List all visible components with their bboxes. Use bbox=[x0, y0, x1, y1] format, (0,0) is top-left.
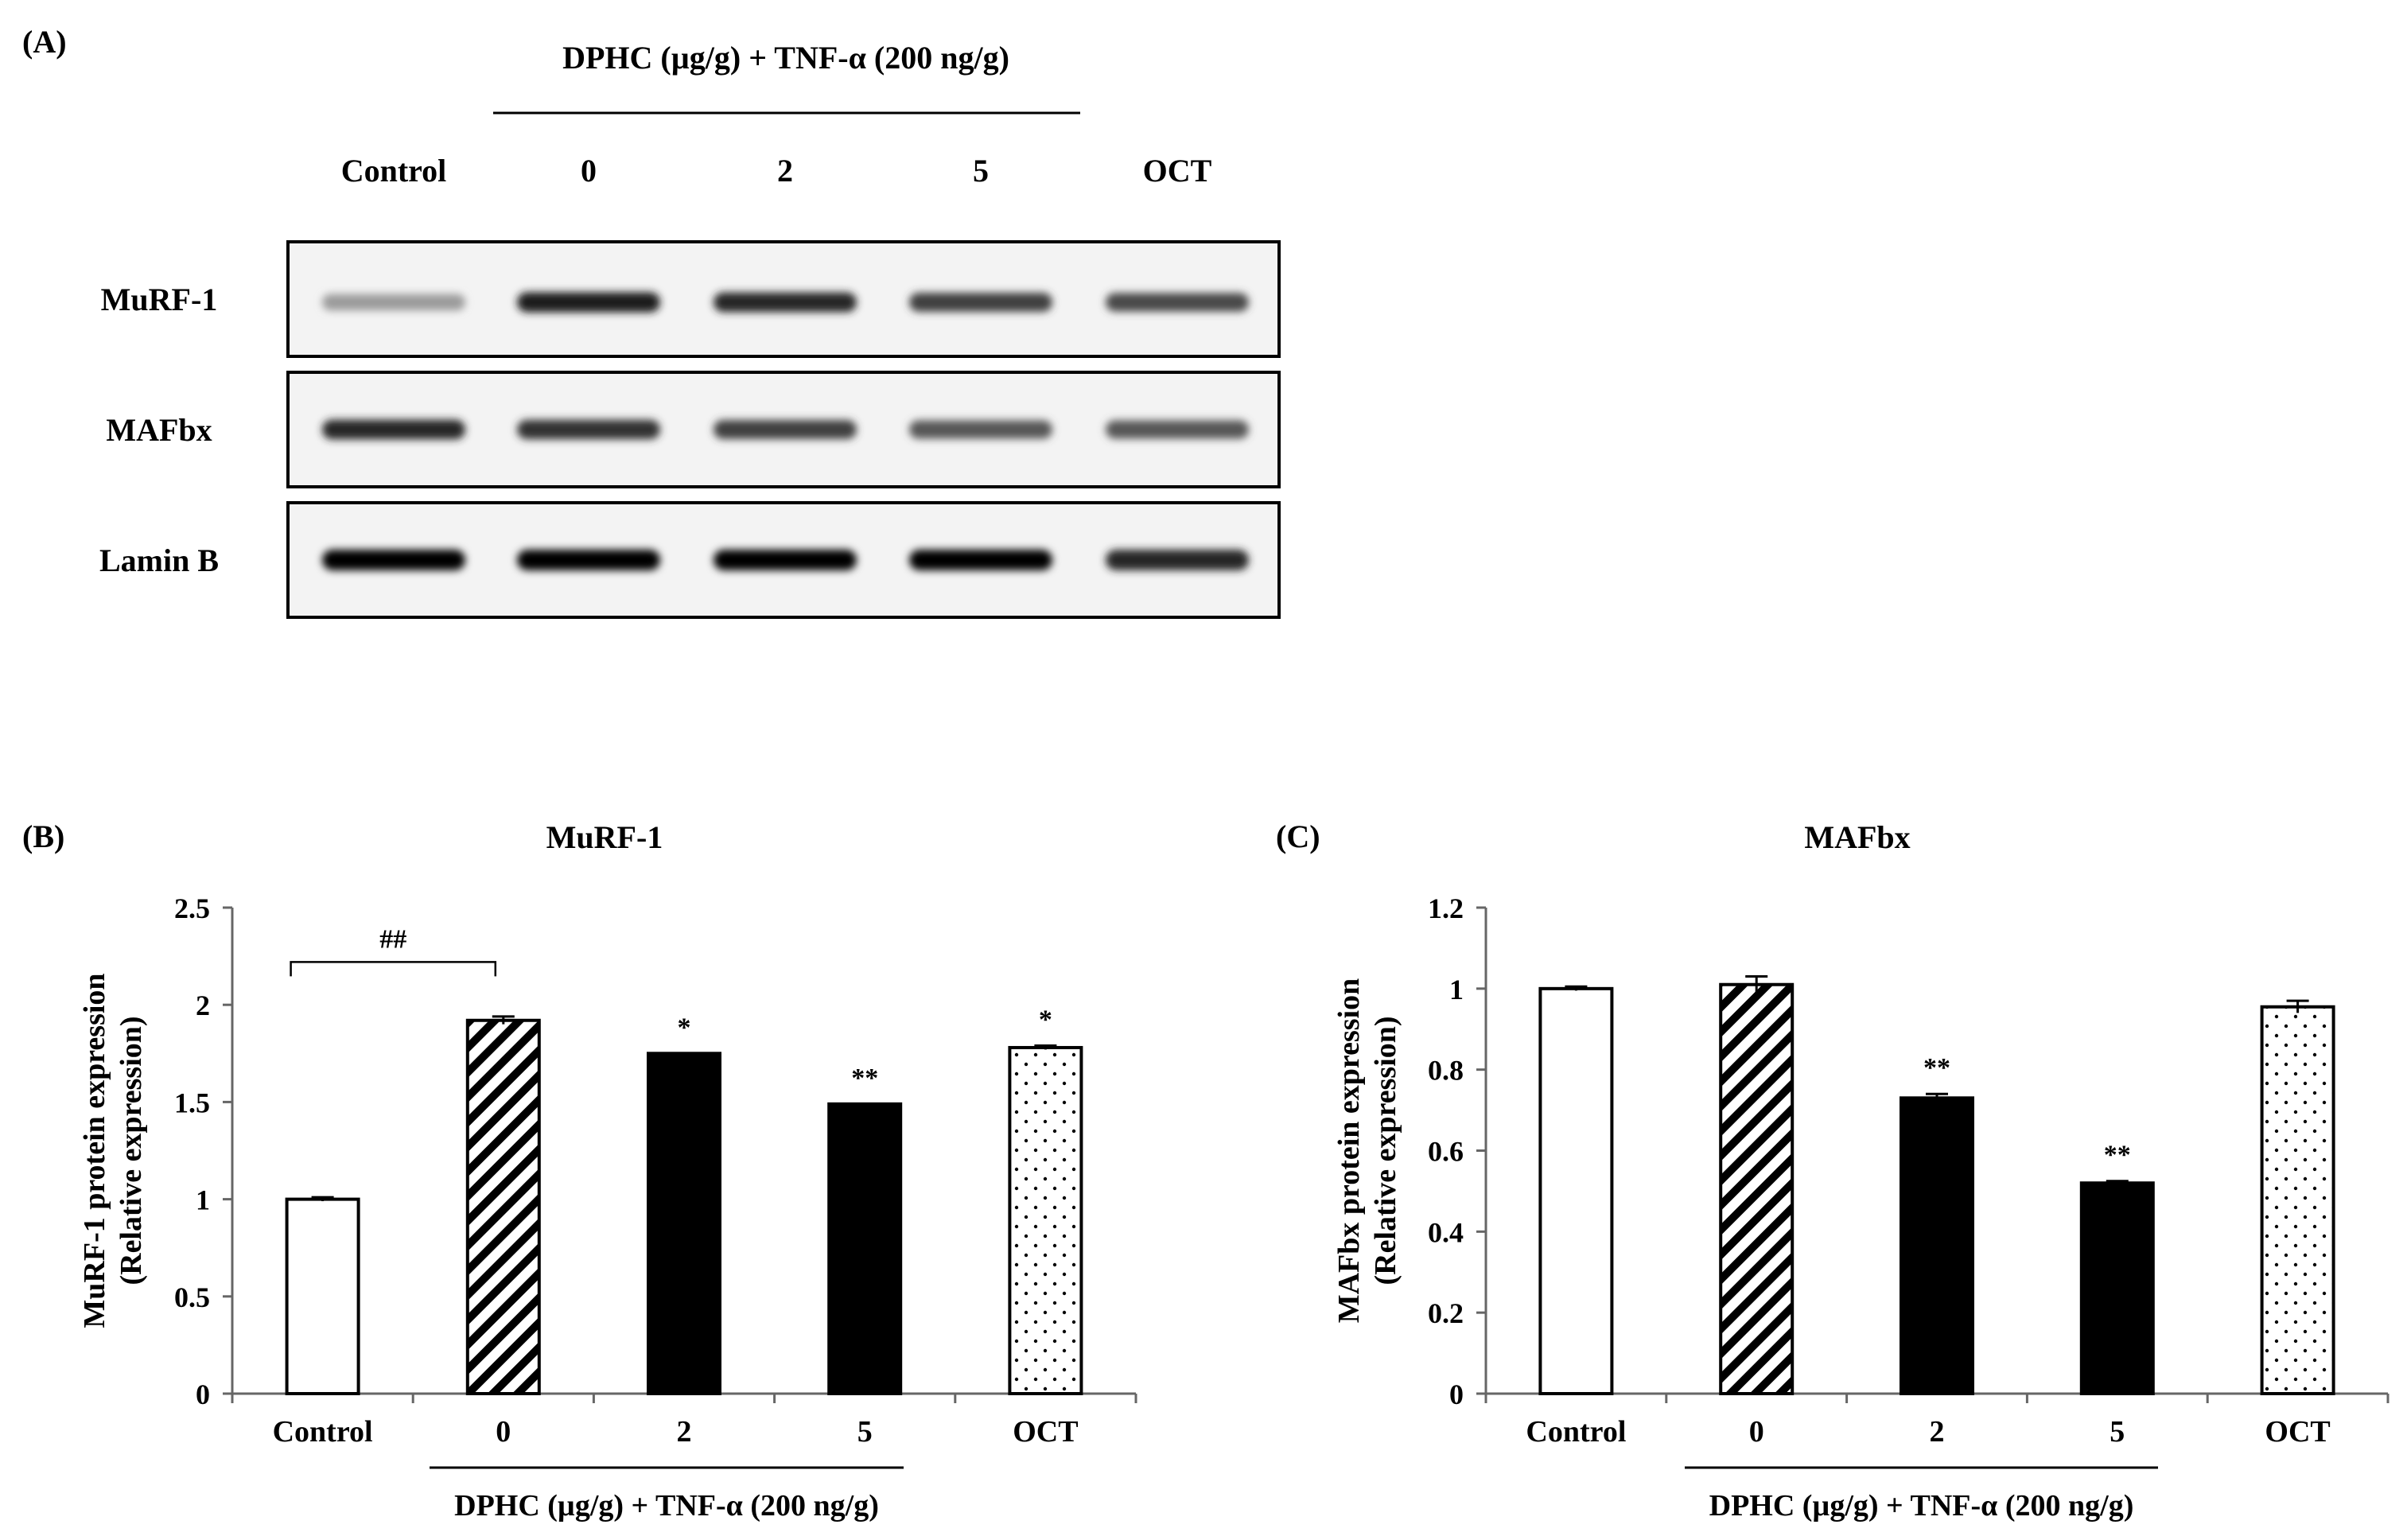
y-tick-label: 0.4 bbox=[1428, 1216, 1464, 1248]
blot-label: Lamin B bbox=[99, 542, 219, 578]
y-tick-label: 1 bbox=[196, 1184, 210, 1216]
y-axis-label-line1: MAFbx protein expression bbox=[1332, 978, 1366, 1324]
blot-row-2: Lamin B bbox=[99, 501, 1281, 619]
panel-a: (A) DPHC (µg/g) + TNF-α (200 ng/g) Contr… bbox=[22, 24, 1281, 619]
significance-mark: ** bbox=[2104, 1141, 2131, 1170]
blot-band bbox=[322, 419, 465, 440]
y-tick-label: 1.2 bbox=[1428, 892, 1464, 924]
blot-row-0: MuRF-1 bbox=[101, 240, 1281, 358]
y-tick-label: 0.5 bbox=[174, 1281, 210, 1313]
y-tick-label: 0.2 bbox=[1428, 1297, 1464, 1329]
x-tick-label: OCT bbox=[2265, 1415, 2330, 1449]
chart-0: (B) MuRF-1 MuRF-1 protein expression (Relat… bbox=[22, 819, 1137, 1522]
x-tick-label: 5 bbox=[857, 1415, 873, 1449]
bar-0 bbox=[1719, 982, 1795, 1396]
lane-label-3: 5 bbox=[973, 153, 989, 189]
bar-2 bbox=[1900, 1096, 1974, 1396]
y-tick-label: 2.5 bbox=[174, 892, 210, 924]
blot-band bbox=[909, 293, 1052, 312]
chart-title: MAFbx bbox=[1804, 819, 1910, 855]
bar-OCT bbox=[2260, 1005, 2335, 1396]
blot-label: MuRF-1 bbox=[101, 282, 218, 317]
comparison-bracket bbox=[290, 961, 497, 977]
bar-OCT bbox=[1008, 1045, 1083, 1396]
blot-band bbox=[909, 420, 1052, 439]
lane-label-1: 0 bbox=[581, 153, 597, 189]
x-axis-label: DPHC (µg/g) + TNF-α (200 ng/g) bbox=[454, 1489, 879, 1522]
bar-2 bbox=[647, 1052, 721, 1396]
blot-band bbox=[1106, 550, 1249, 570]
y-axis-label-line2: (Relative expression) bbox=[1369, 1016, 1402, 1285]
y-axis-label-line1: MuRF-1 protein expression bbox=[78, 973, 111, 1328]
x-tick-label: 2 bbox=[1930, 1415, 1945, 1449]
blot-band bbox=[1106, 420, 1249, 439]
blot-band bbox=[322, 550, 465, 570]
chart-1: (C) MAFbx MAFbx protein expression (Relativ… bbox=[1276, 819, 2390, 1522]
x-tick-label: 5 bbox=[2110, 1415, 2125, 1449]
x-tick-label: OCT bbox=[1013, 1415, 1078, 1449]
panel-a-label: (A) bbox=[22, 24, 67, 60]
significance-mark: * bbox=[678, 1013, 691, 1042]
blot-band bbox=[517, 550, 660, 570]
lane-label-2: 2 bbox=[777, 153, 793, 189]
blot-band bbox=[714, 420, 857, 439]
significance-mark: * bbox=[1039, 1005, 1052, 1035]
panel-label: (B) bbox=[22, 819, 64, 854]
y-tick-label: 0 bbox=[1449, 1379, 1464, 1410]
panel-label: (C) bbox=[1276, 819, 1320, 854]
chart-title: MuRF-1 bbox=[546, 819, 663, 855]
x-axis-label: DPHC (µg/g) + TNF-α (200 ng/g) bbox=[1709, 1489, 2134, 1522]
x-tick-label: 0 bbox=[496, 1415, 511, 1449]
blot-band bbox=[714, 550, 857, 570]
significance-mark: ** bbox=[1923, 1053, 1950, 1083]
y-axis-label: MAFbx protein expression (Relative expres… bbox=[1332, 978, 1402, 1324]
x-tick-label: 0 bbox=[1749, 1415, 1764, 1449]
blot-band bbox=[714, 292, 857, 313]
bar-5 bbox=[2079, 1181, 2155, 1395]
bar-5 bbox=[827, 1102, 903, 1395]
bar-Control bbox=[1538, 986, 1614, 1396]
y-tick-label: 0.8 bbox=[1428, 1055, 1464, 1087]
lane-label-4: OCT bbox=[1143, 153, 1212, 189]
x-tick-label: Control bbox=[273, 1415, 373, 1449]
x-tick-label: 2 bbox=[677, 1415, 692, 1449]
y-axis-label-line2: (Relative expression) bbox=[115, 1016, 148, 1285]
y-tick-label: 0 bbox=[196, 1379, 210, 1410]
blot-band bbox=[1106, 293, 1249, 312]
blot-label: MAFbx bbox=[106, 412, 212, 448]
y-tick-label: 2 bbox=[196, 990, 210, 1021]
panel-a-treatment-label: DPHC (µg/g) + TNF-α (200 ng/g) bbox=[562, 40, 1009, 76]
bar-0 bbox=[465, 1018, 541, 1395]
blot-band bbox=[517, 292, 660, 313]
bar-Control bbox=[285, 1197, 360, 1395]
y-tick-label: 1 bbox=[1449, 974, 1464, 1005]
blot-band bbox=[322, 294, 465, 311]
blot-band bbox=[909, 550, 1052, 570]
blot-band bbox=[517, 419, 660, 440]
blot-rows: MuRF-1 MAFbx Lamin B bbox=[99, 240, 1281, 619]
blot-row-1: MAFbx bbox=[106, 371, 1281, 488]
y-axis-label: MuRF-1 protein expression (Relative expre… bbox=[78, 973, 148, 1328]
y-tick-label: 1.5 bbox=[174, 1087, 210, 1118]
bracket-label: ## bbox=[379, 924, 406, 954]
lane-label-0: Control bbox=[341, 153, 447, 189]
significance-mark: ** bbox=[851, 1064, 878, 1093]
x-tick-label: Control bbox=[1526, 1415, 1626, 1449]
lane-labels: Control 0 2 5 OCT bbox=[341, 153, 1212, 189]
y-tick-label: 0.6 bbox=[1428, 1136, 1464, 1168]
